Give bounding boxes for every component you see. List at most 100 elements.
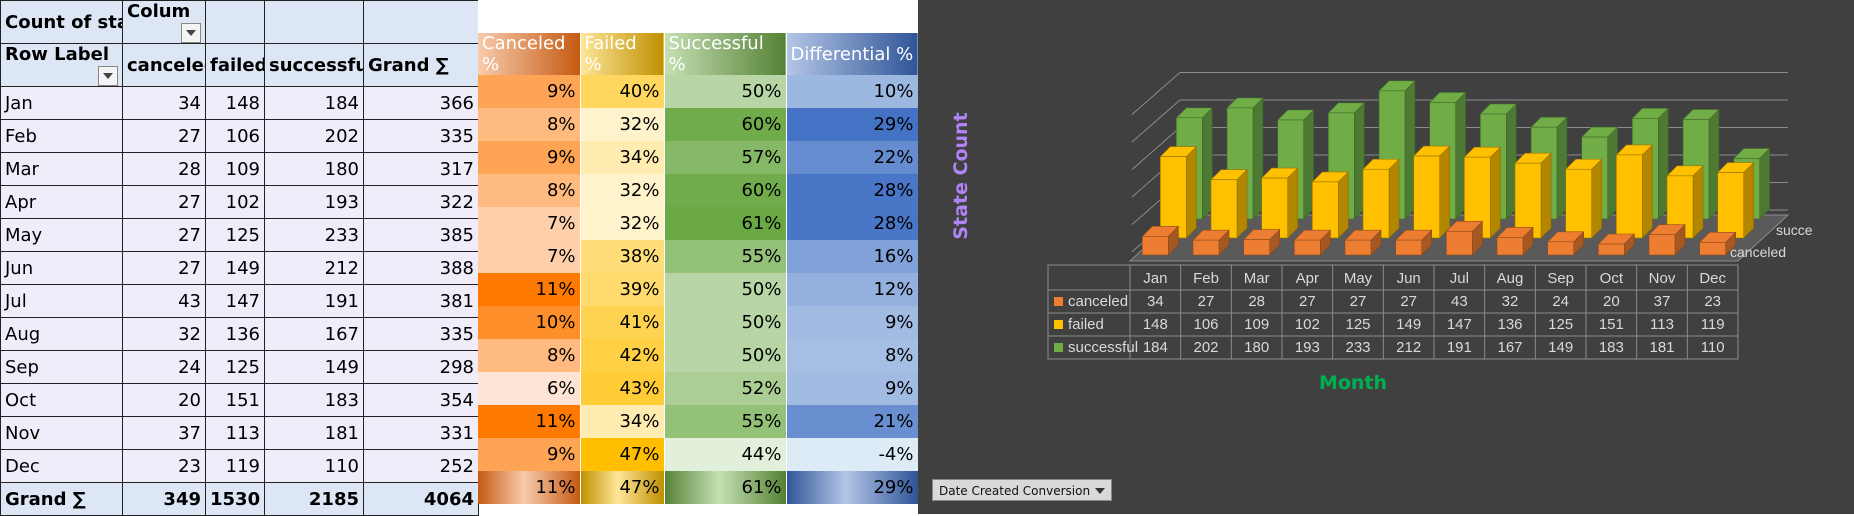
count-of-state-header[interactable]: Count of sta [0, 0, 123, 44]
cell-successful[interactable]: 202 [264, 119, 364, 153]
total-differential-pct[interactable]: 29% [786, 471, 919, 504]
cell-canceled[interactable]: 37 [122, 416, 206, 450]
cell-differential-pct[interactable]: 22% [786, 141, 919, 174]
cell-successful-pct[interactable]: 44% [664, 438, 787, 471]
cell-failed[interactable]: 125 [205, 350, 265, 384]
cell-failed[interactable]: 148 [205, 86, 265, 120]
cell-canceled[interactable]: 28 [122, 152, 206, 186]
cell-canceled-pct[interactable]: 10% [478, 306, 581, 339]
cell-failed-pct[interactable]: 41% [580, 306, 665, 339]
cell-canceled[interactable]: 24 [122, 350, 206, 384]
column-filter-dropdown-icon[interactable] [181, 23, 201, 43]
cell-failed-pct[interactable]: 40% [580, 75, 665, 108]
row-label[interactable]: Mar [0, 152, 123, 186]
cell-failed[interactable]: 109 [205, 152, 265, 186]
cell-successful[interactable]: 180 [264, 152, 364, 186]
total-successful-pct[interactable]: 61% [664, 471, 787, 504]
row-labels-header[interactable]: Row Label [0, 43, 123, 87]
cell-successful-pct[interactable]: 50% [664, 273, 787, 306]
cell-canceled-pct[interactable]: 8% [478, 108, 581, 141]
cell-failed[interactable]: 136 [205, 317, 265, 351]
cell-failed-pct[interactable]: 32% [580, 174, 665, 207]
cell-failed[interactable]: 106 [205, 119, 265, 153]
cell-failed[interactable]: 119 [205, 449, 265, 483]
canceled-pct-header[interactable]: Canceled % [478, 33, 581, 75]
cell-differential-pct[interactable]: 21% [786, 405, 919, 438]
cell-canceled-pct[interactable]: 9% [478, 141, 581, 174]
cell-differential-pct[interactable]: -4% [786, 438, 919, 471]
cell-canceled-pct[interactable]: 7% [478, 240, 581, 273]
cell-failed[interactable]: 151 [205, 383, 265, 417]
cell-successful[interactable]: 110 [264, 449, 364, 483]
cell-canceled[interactable]: 23 [122, 449, 206, 483]
date-created-conversion-filter-button[interactable]: Date Created Conversion [932, 479, 1112, 501]
cell-canceled[interactable]: 27 [122, 185, 206, 219]
cell-canceled-pct[interactable]: 8% [478, 339, 581, 372]
cell-grand-total[interactable]: 331 [363, 416, 479, 450]
cell-failed[interactable]: 149 [205, 251, 265, 285]
cell-successful-pct[interactable]: 50% [664, 339, 787, 372]
row-label[interactable]: Nov [0, 416, 123, 450]
total-successful[interactable]: 2185 [264, 482, 364, 516]
cell-grand-total[interactable]: 298 [363, 350, 479, 384]
cell-canceled[interactable]: 27 [122, 119, 206, 153]
cell-canceled[interactable]: 27 [122, 218, 206, 252]
cell-canceled[interactable]: 32 [122, 317, 206, 351]
cell-canceled-pct[interactable]: 9% [478, 75, 581, 108]
cell-failed-pct[interactable]: 47% [580, 438, 665, 471]
failed-header[interactable]: failed [205, 43, 265, 87]
successful-header[interactable]: successful [264, 43, 364, 87]
cell-failed[interactable]: 125 [205, 218, 265, 252]
cell-successful[interactable]: 233 [264, 218, 364, 252]
cell-differential-pct[interactable]: 28% [786, 174, 919, 207]
cell-successful[interactable]: 191 [264, 284, 364, 318]
row-filter-dropdown-icon[interactable] [98, 66, 118, 86]
cell-failed-pct[interactable]: 38% [580, 240, 665, 273]
column-labels-header[interactable]: Colum [122, 0, 206, 44]
cell-successful[interactable]: 183 [264, 383, 364, 417]
cell-failed-pct[interactable]: 32% [580, 207, 665, 240]
canceled-header[interactable]: canceled [122, 43, 206, 87]
cell-successful-pct[interactable]: 50% [664, 306, 787, 339]
cell-successful[interactable]: 184 [264, 86, 364, 120]
cell-successful-pct[interactable]: 60% [664, 174, 787, 207]
cell-canceled[interactable]: 34 [122, 86, 206, 120]
total-canceled[interactable]: 349 [122, 482, 206, 516]
row-label[interactable]: Dec [0, 449, 123, 483]
cell-differential-pct[interactable]: 9% [786, 306, 919, 339]
cell-successful[interactable]: 193 [264, 185, 364, 219]
cell-differential-pct[interactable]: 16% [786, 240, 919, 273]
total-failed-pct[interactable]: 47% [580, 471, 665, 504]
cell-differential-pct[interactable]: 28% [786, 207, 919, 240]
cell-successful[interactable]: 149 [264, 350, 364, 384]
cell-successful-pct[interactable]: 55% [664, 240, 787, 273]
cell-failed-pct[interactable]: 43% [580, 372, 665, 405]
cell-successful[interactable]: 167 [264, 317, 364, 351]
cell-grand-total[interactable]: 354 [363, 383, 479, 417]
row-label[interactable]: Feb [0, 119, 123, 153]
differential-pct-header[interactable]: Differential % [786, 33, 919, 75]
row-label[interactable]: Apr [0, 185, 123, 219]
cell-successful-pct[interactable]: 60% [664, 108, 787, 141]
cell-grand-total[interactable]: 317 [363, 152, 479, 186]
row-label[interactable]: Jul [0, 284, 123, 318]
cell-differential-pct[interactable]: 10% [786, 75, 919, 108]
chart-area[interactable]: succe canceled Jan Feb Mar Apr May Jun Jul Aug Sep… [918, 0, 1854, 514]
cell-failed-pct[interactable]: 34% [580, 141, 665, 174]
cell-successful[interactable]: 181 [264, 416, 364, 450]
cell-canceled-pct[interactable]: 6% [478, 372, 581, 405]
cell-canceled[interactable]: 20 [122, 383, 206, 417]
cell-differential-pct[interactable]: 29% [786, 108, 919, 141]
cell-failed[interactable]: 147 [205, 284, 265, 318]
cell-successful-pct[interactable]: 50% [664, 75, 787, 108]
row-label[interactable]: May [0, 218, 123, 252]
cell-grand-total[interactable]: 381 [363, 284, 479, 318]
cell-failed-pct[interactable]: 42% [580, 339, 665, 372]
cell-grand-total[interactable]: 385 [363, 218, 479, 252]
failed-pct-header[interactable]: Failed % [580, 33, 665, 75]
total-label[interactable]: Grand ∑ [0, 482, 123, 516]
grand-total-header[interactable]: Grand ∑ [363, 43, 479, 87]
row-label[interactable]: Aug [0, 317, 123, 351]
cell-grand-total[interactable]: 388 [363, 251, 479, 285]
cell-failed[interactable]: 113 [205, 416, 265, 450]
